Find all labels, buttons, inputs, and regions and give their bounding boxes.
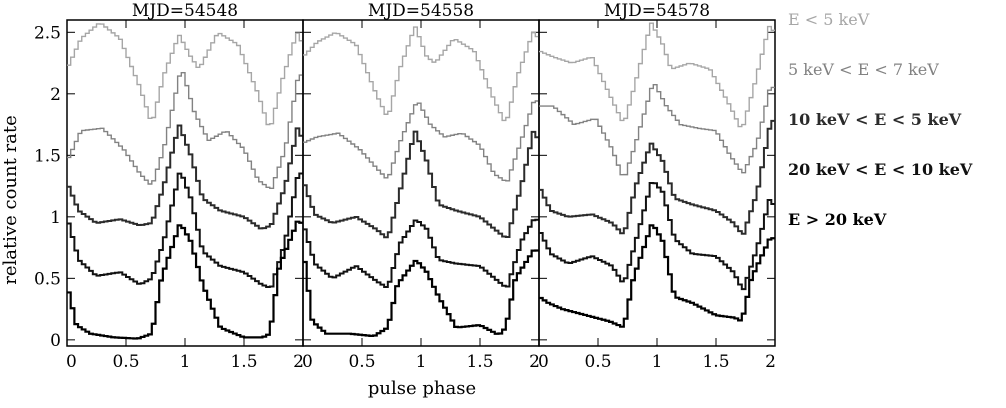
profile-e4 <box>539 181 775 291</box>
panel-title: MJD=54548 <box>132 1 238 21</box>
profile-e1 <box>303 26 539 122</box>
x-tick-label: 2 <box>529 352 540 372</box>
panel-2: MJD=54558 0 0.5 1 1.5 2 <box>302 1 540 372</box>
x-axis-label: pulse phase <box>368 378 476 399</box>
y-tick-label: 2.5 <box>34 23 61 43</box>
x-tick-label: 0 <box>302 352 313 372</box>
legend-label-e4: 20 keV < E < 10 keV <box>788 160 973 179</box>
x-tick-label: 0.5 <box>348 352 375 372</box>
panel-3: MJD=54578 0 0.5 1 1.5 2 <box>538 1 776 372</box>
profile-e1 <box>539 22 775 128</box>
panel-frame <box>302 19 540 347</box>
profile-e2 <box>67 72 303 189</box>
legend-label-e3: 10 keV < E < 5 keV <box>788 110 962 129</box>
x-tick-label: 2 <box>765 352 776 372</box>
panel-title: MJD=54558 <box>368 1 474 21</box>
x-tick-label: 1 <box>180 352 191 372</box>
x-tick-label: 0 <box>66 352 77 372</box>
profile-e2 <box>303 100 539 182</box>
y-axis-label: relative count rate <box>0 115 21 285</box>
profile-e4 <box>303 218 539 288</box>
profile-e5 <box>303 249 539 337</box>
x-tick-label: 1 <box>652 352 663 372</box>
profile-e4 <box>67 172 303 288</box>
profile-e5 <box>67 220 303 340</box>
x-tick-label: 1 <box>416 352 427 372</box>
y-tick-label: 1 <box>50 208 61 228</box>
profile-e3 <box>539 119 775 235</box>
profile-e2 <box>539 84 775 176</box>
profile-e3 <box>67 124 303 230</box>
x-tick-label: 0.5 <box>584 352 611 372</box>
profile-e5 <box>539 224 775 328</box>
energy-band-labels: E < 5 keV 5 keV < E < 7 keV 10 keV < E < 5… <box>788 10 973 229</box>
y-tick-label: 0 <box>50 331 61 351</box>
profile-e3 <box>303 130 539 239</box>
panel-1: MJD=54548 0 0.5 1 1.5 2 0 0.5 1 1.5 2 2.5 <box>34 1 304 372</box>
legend-label-e5: E > 20 keV <box>788 210 887 229</box>
x-tick-label: 0 <box>538 352 549 372</box>
x-tick-label: 1.5 <box>230 352 257 372</box>
y-tick-label: 2 <box>50 85 61 105</box>
y-tick-label: 0.5 <box>34 269 61 289</box>
panel-title: MJD=54578 <box>604 1 710 21</box>
x-tick-label: 0.5 <box>112 352 139 372</box>
x-tick-label: 1.5 <box>702 352 729 372</box>
legend-label-e2: 5 keV < E < 7 keV <box>788 60 939 79</box>
x-tick-label: 2 <box>293 352 304 372</box>
profile-e1 <box>67 23 303 126</box>
x-tick-label: 1.5 <box>466 352 493 372</box>
legend-label-e1: E < 5 keV <box>788 10 870 29</box>
y-tick-label: 1.5 <box>34 146 61 166</box>
